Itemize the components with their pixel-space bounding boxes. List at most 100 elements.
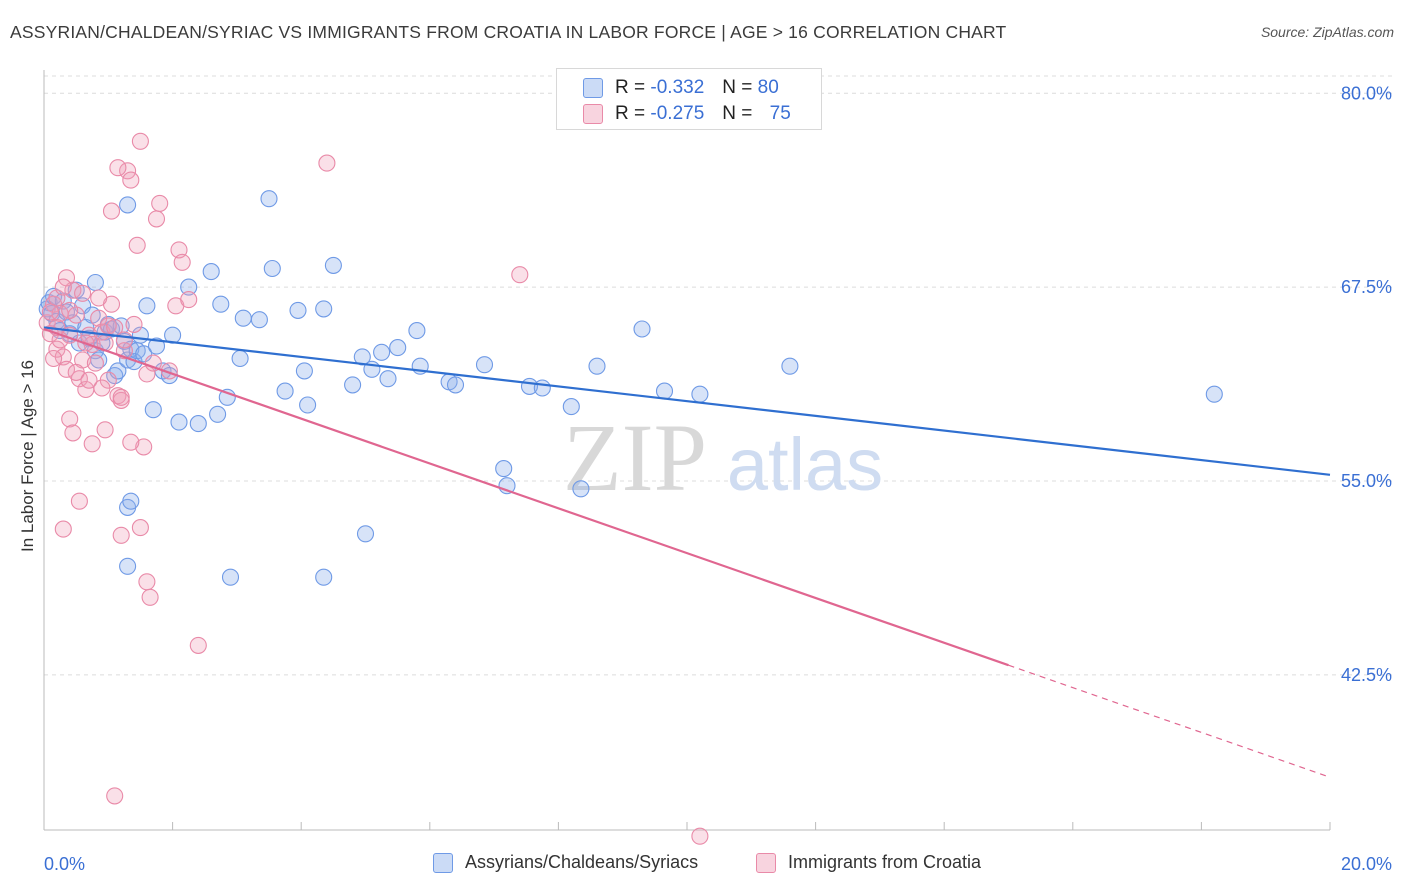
- source-label: Source: ZipAtlas.com: [1260, 24, 1394, 40]
- point-assyrian: [533, 379, 551, 397]
- point-assyrian: [189, 415, 207, 433]
- point-croatia: [135, 438, 153, 456]
- point-croatia: [67, 363, 85, 381]
- point-assyrian: [260, 190, 278, 208]
- point-croatia: [48, 289, 66, 307]
- y-tick-label: 67.5%: [1341, 277, 1392, 297]
- point-croatia: [54, 278, 72, 296]
- point-assyrian: [138, 297, 156, 315]
- point-croatia: [57, 360, 76, 378]
- watermark: ZIP atlas: [563, 404, 883, 511]
- bottom-legend-label: Assyrians/Chaldeans/Syriacs: [465, 852, 699, 872]
- point-assyrian: [263, 259, 281, 278]
- point-croatia: [122, 171, 140, 189]
- legend-row-croatia: R = -0.275 N = 75: [583, 103, 791, 125]
- point-croatia: [80, 371, 98, 389]
- point-croatia: [144, 354, 162, 372]
- bottom-legend-item-assyrian: Assyrians/Chaldeans/Syriacs: [433, 852, 698, 873]
- point-assyrian: [202, 263, 220, 281]
- point-assyrian: [170, 413, 188, 431]
- y-tick-label: 55.0%: [1341, 471, 1392, 491]
- bottom-legend-swatch-pink: [756, 852, 776, 873]
- bottom-legend-item-croatia: Immigrants from Croatia: [756, 852, 981, 873]
- point-assyrian: [122, 492, 140, 510]
- point-assyrian: [356, 525, 375, 543]
- point-assyrian: [572, 480, 590, 498]
- point-croatia: [54, 520, 72, 538]
- y-axis-label: In Labor Force | Age > 16: [18, 360, 37, 552]
- point-assyrian: [315, 300, 333, 318]
- point-croatia: [112, 526, 130, 544]
- point-assyrian: [147, 337, 166, 355]
- point-assyrian: [1205, 385, 1223, 403]
- point-croatia: [83, 335, 101, 354]
- point-croatia: [122, 433, 140, 451]
- point-assyrian: [276, 382, 294, 400]
- point-assyrian: [180, 278, 198, 296]
- bottom-legend: Assyrians/Chaldeans/Syriacs Immigrants f…: [0, 852, 1406, 878]
- point-croatia: [151, 194, 169, 212]
- point-assyrian: [691, 385, 709, 403]
- point-croatia: [691, 827, 709, 845]
- point-assyrian: [315, 568, 333, 586]
- point-assyrian: [781, 357, 799, 375]
- watermark-atlas: atlas: [727, 423, 883, 506]
- chart-title: ASSYRIAN/CHALDEAN/SYRIAC VS IMMIGRANTS F…: [10, 22, 1007, 42]
- point-croatia: [115, 331, 133, 349]
- legend-n-label: N =: [722, 77, 753, 98]
- point-croatia: [112, 388, 130, 406]
- trend-line-croatia-extension: [1008, 664, 1331, 778]
- point-assyrian: [221, 568, 240, 586]
- point-croatia: [128, 236, 146, 254]
- legend-box: R = -0.332 N = 80 R = -0.275 N = 75: [556, 68, 822, 130]
- point-assyrian: [655, 382, 674, 400]
- legend-r-value: -0.275: [650, 103, 705, 124]
- point-assyrian: [324, 256, 342, 274]
- point-assyrian: [299, 396, 317, 414]
- point-assyrian: [119, 557, 137, 575]
- point-croatia: [61, 301, 79, 319]
- axes: [43, 70, 1331, 831]
- point-assyrian: [212, 295, 230, 313]
- point-assyrian: [289, 301, 307, 319]
- point-croatia: [45, 349, 63, 368]
- point-croatia: [180, 291, 198, 309]
- point-croatia: [93, 379, 111, 397]
- point-assyrian: [389, 339, 407, 357]
- legend-r-label: R =: [615, 103, 646, 124]
- point-croatia: [141, 588, 159, 606]
- point-croatia: [61, 410, 79, 428]
- x-tick-label: 20.0%: [1341, 854, 1392, 874]
- point-assyrian: [408, 322, 426, 340]
- point-croatia: [131, 132, 149, 150]
- point-croatia: [57, 269, 76, 287]
- legend-row-assyrian: R = -0.332 N = 80: [583, 77, 779, 99]
- point-croatia: [189, 636, 207, 654]
- point-croatia: [147, 210, 166, 228]
- point-croatia: [41, 303, 59, 321]
- point-croatia: [138, 573, 156, 591]
- point-croatia: [109, 159, 127, 177]
- point-croatia: [70, 492, 88, 510]
- point-assyrian: [633, 320, 651, 338]
- grid: [44, 75, 1392, 676]
- legend-n-value: 80: [757, 77, 779, 98]
- point-croatia: [86, 354, 104, 372]
- point-croatia: [131, 519, 149, 537]
- x-tick-label: 0.0%: [44, 854, 85, 874]
- point-assyrian: [446, 376, 465, 394]
- point-assyrian: [119, 196, 137, 214]
- point-croatia: [511, 266, 529, 284]
- point-assyrian: [373, 343, 391, 361]
- point-croatia: [318, 154, 336, 172]
- point-assyrian: [344, 376, 362, 394]
- point-assyrian: [250, 311, 268, 329]
- bottom-legend-swatch-blue: [433, 852, 453, 873]
- point-assyrian: [475, 356, 494, 374]
- point-croatia: [106, 787, 124, 805]
- trend-lines: [43, 326, 1331, 778]
- point-assyrian: [379, 370, 397, 388]
- point-assyrian: [144, 401, 162, 419]
- point-assyrian: [295, 362, 313, 380]
- point-croatia: [173, 253, 191, 271]
